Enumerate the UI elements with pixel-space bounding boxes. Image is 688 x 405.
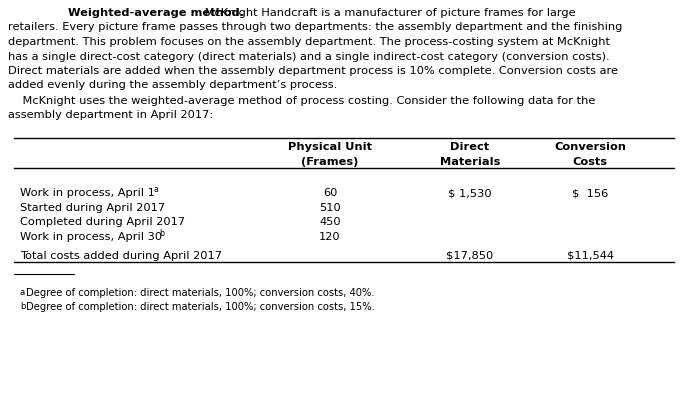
Text: b: b	[20, 301, 25, 311]
Text: Direct materials are added when the assembly department process is 10% complete.: Direct materials are added when the asse…	[8, 66, 618, 76]
Text: $  156: $ 156	[572, 188, 608, 198]
Text: has a single direct-cost category (direct materials) and a single indirect-cost : has a single direct-cost category (direc…	[8, 51, 610, 61]
Text: assembly department in April 2017:: assembly department in April 2017:	[8, 110, 213, 120]
Text: Physical Unit: Physical Unit	[288, 142, 372, 152]
Text: 120: 120	[319, 231, 341, 241]
Text: a: a	[153, 185, 158, 194]
Text: (Frames): (Frames)	[301, 156, 358, 166]
Text: Direct: Direct	[451, 142, 490, 152]
Text: $ 1,530: $ 1,530	[448, 188, 492, 198]
Text: Work in process, April 1: Work in process, April 1	[20, 188, 155, 198]
Text: added evenly during the assembly department’s process.: added evenly during the assembly departm…	[8, 80, 337, 90]
Text: Weighted-average method.: Weighted-average method.	[68, 8, 244, 18]
Text: $11,544: $11,544	[566, 250, 614, 260]
Text: Total costs added during April 2017: Total costs added during April 2017	[20, 250, 222, 260]
Text: McKnight Handcraft is a manufacturer of picture frames for large: McKnight Handcraft is a manufacturer of …	[201, 8, 576, 18]
Text: b: b	[159, 228, 164, 237]
Text: Costs: Costs	[572, 156, 608, 166]
Text: Degree of completion: direct materials, 100%; conversion costs, 15%.: Degree of completion: direct materials, …	[26, 301, 375, 311]
Text: 60: 60	[323, 188, 337, 198]
Text: McKnight uses the weighted-average method of process costing. Consider the follo: McKnight uses the weighted-average metho…	[8, 96, 595, 106]
Text: Degree of completion: direct materials, 100%; conversion costs, 40%.: Degree of completion: direct materials, …	[26, 287, 375, 297]
Text: retailers. Every picture frame passes through two departments: the assembly depa: retailers. Every picture frame passes th…	[8, 22, 623, 32]
Text: Work in process, April 30: Work in process, April 30	[20, 231, 162, 241]
Text: 510: 510	[319, 202, 341, 212]
Text: Started during April 2017: Started during April 2017	[20, 202, 165, 212]
Text: Conversion: Conversion	[554, 142, 626, 152]
Text: Materials: Materials	[440, 156, 500, 166]
Text: Completed during April 2017: Completed during April 2017	[20, 217, 185, 227]
Text: 450: 450	[319, 217, 341, 227]
Text: $17,850: $17,850	[447, 250, 493, 260]
Text: a: a	[20, 287, 25, 296]
Text: department. This problem focuses on the assembly department. The process-costing: department. This problem focuses on the …	[8, 37, 610, 47]
